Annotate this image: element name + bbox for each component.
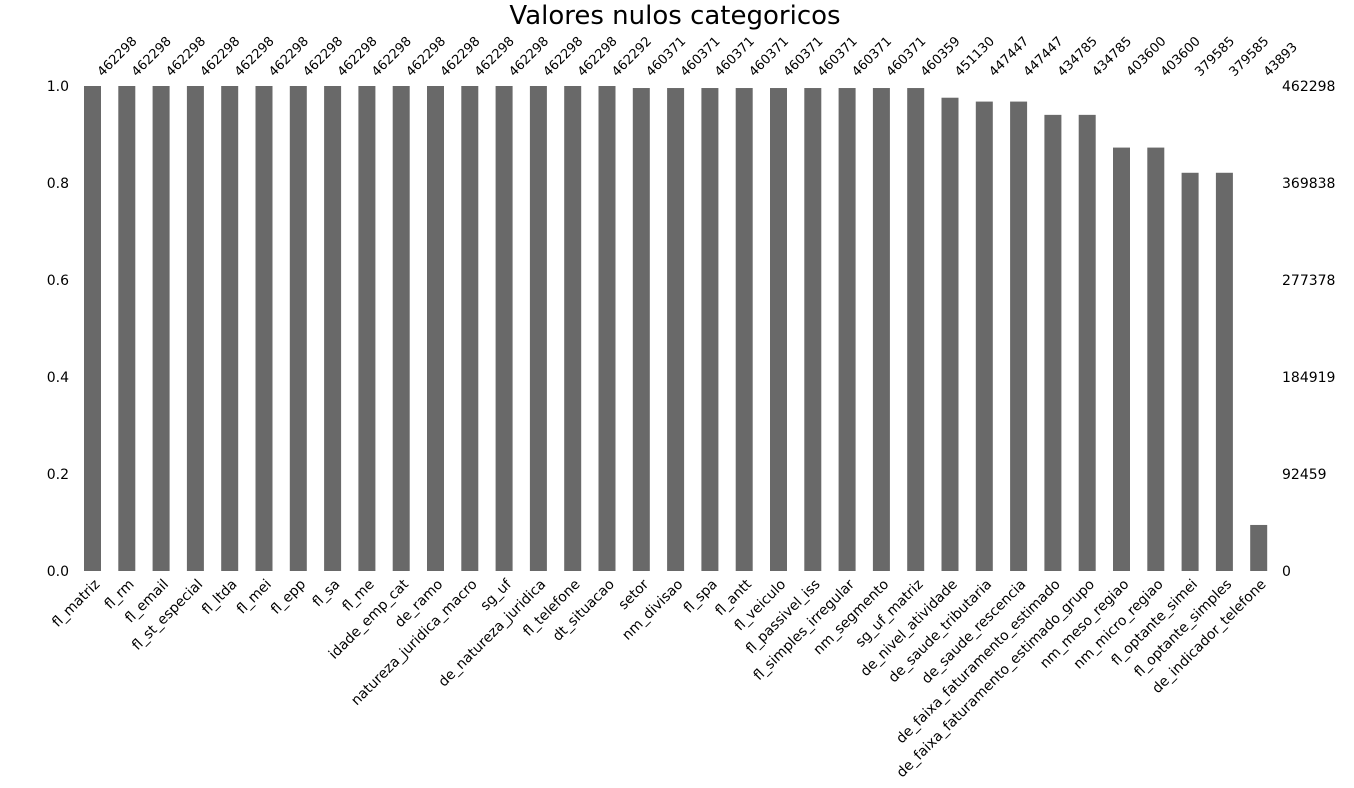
category-label: fl_sa — [310, 577, 344, 611]
left-tick-label: 0.4 — [47, 370, 69, 386]
bar — [1078, 114, 1096, 571]
right-tick-label: 462298 — [1282, 79, 1335, 95]
bar — [1215, 172, 1233, 571]
right-tick-label: 184919 — [1282, 370, 1335, 386]
bar — [632, 88, 650, 571]
bar — [1181, 172, 1199, 571]
bar — [667, 88, 685, 571]
bar — [529, 86, 547, 571]
bar — [84, 86, 101, 571]
bar — [255, 86, 273, 571]
bar — [1113, 147, 1130, 571]
left-tick-label: 0.0 — [47, 564, 69, 580]
right-tick-label: 92459 — [1282, 467, 1327, 483]
bar — [1010, 101, 1028, 571]
bar — [461, 86, 479, 571]
left-axis: 1.0 0.8 0.6 0.4 0.2 0.0 — [47, 79, 69, 580]
bar — [907, 88, 925, 572]
bars — [84, 86, 1268, 572]
bar — [598, 86, 616, 572]
left-tick-label: 0.8 — [47, 176, 69, 192]
bar — [941, 97, 959, 571]
bar — [289, 86, 307, 571]
category-label: fl_matriz — [49, 577, 103, 631]
bar — [838, 88, 856, 571]
bar — [392, 86, 410, 571]
bar — [564, 86, 582, 571]
left-tick-label: 0.2 — [47, 467, 69, 483]
category-label: fl_ltda — [199, 577, 240, 618]
category-label: fl_mei — [234, 577, 275, 618]
right-tick-label: 369838 — [1282, 176, 1335, 192]
right-axis: 462298 369838 277378 184919 92459 0 — [1282, 79, 1335, 580]
bar — [1044, 114, 1062, 571]
bar — [358, 86, 376, 571]
category-labels: fl_matrizfl_rmfl_emailfl_st_especialfl_l… — [49, 576, 1269, 781]
bar — [701, 88, 719, 571]
bar — [221, 86, 239, 571]
value-labels: 4622984622984622984622984622984622984622… — [95, 34, 1301, 80]
bar — [427, 86, 444, 571]
bar — [1147, 147, 1165, 571]
bar — [735, 88, 753, 571]
bar — [324, 86, 342, 571]
bar — [804, 88, 822, 571]
bar — [118, 86, 136, 571]
bar — [770, 88, 787, 571]
left-tick-label: 1.0 — [47, 79, 69, 95]
bar — [495, 86, 513, 571]
left-tick-label: 0.6 — [47, 273, 69, 289]
bar — [186, 86, 204, 571]
bar — [975, 101, 993, 571]
chart-title: Valores nulos categoricos — [509, 1, 840, 31]
bar — [872, 88, 890, 571]
right-tick-label: 277378 — [1282, 273, 1335, 289]
bar — [152, 86, 170, 571]
right-tick-label: 0 — [1282, 564, 1291, 580]
category-label: fl_epp — [268, 576, 309, 617]
bar — [1250, 524, 1268, 571]
